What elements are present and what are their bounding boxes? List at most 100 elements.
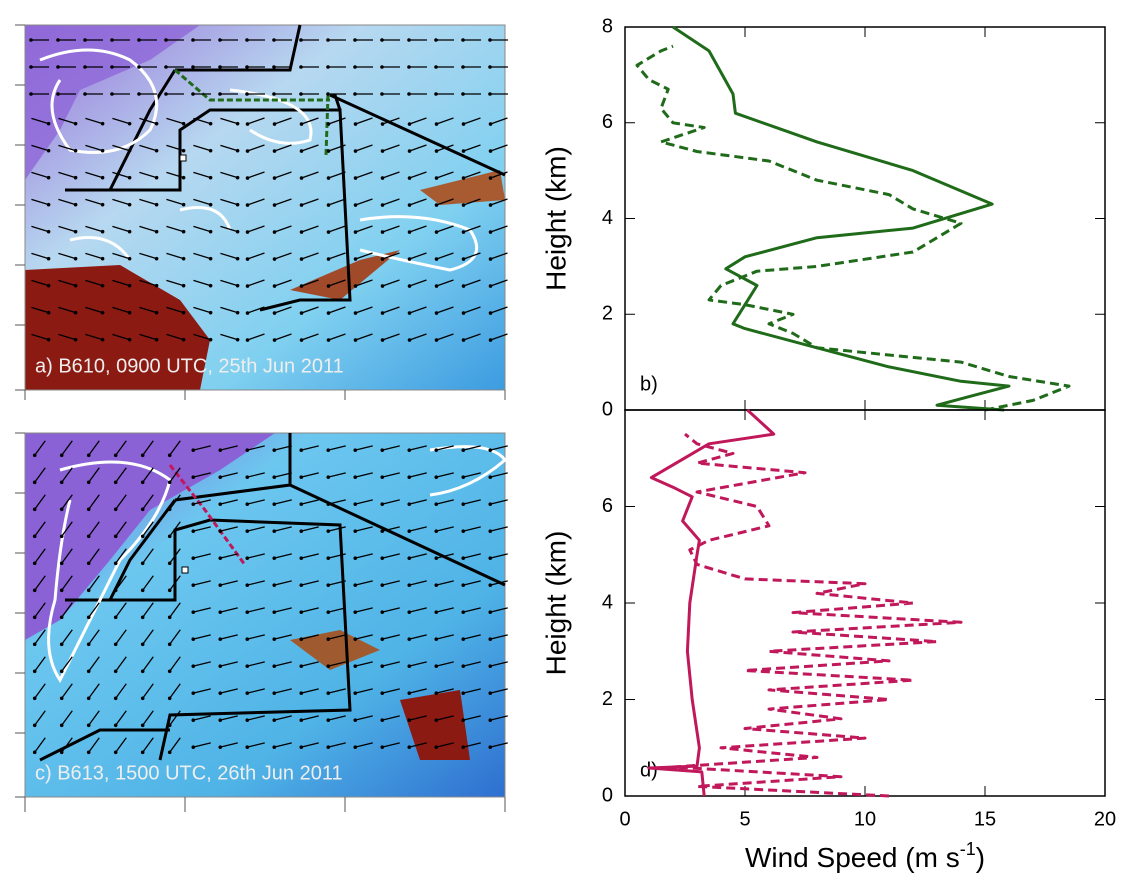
- wind-vector-head: [488, 556, 493, 560]
- wind-vector: [88, 710, 100, 726]
- wind-vector-head: [56, 38, 60, 42]
- wind-vector-head: [380, 448, 385, 452]
- wind-vector-head: [407, 718, 412, 722]
- wind-vector-head: [488, 745, 493, 749]
- wind-vector-head: [299, 475, 304, 479]
- wind-vector-head: [73, 148, 78, 153]
- wind-vector-head: [488, 38, 492, 42]
- wind-vector-head: [167, 534, 172, 539]
- wind-vector: [247, 553, 265, 559]
- wind-vector-head: [86, 588, 91, 593]
- wind-vector-head: [326, 311, 331, 315]
- wind-vector: [355, 526, 373, 532]
- wind-vector-head: [73, 256, 78, 261]
- wind-vector-head: [407, 38, 411, 42]
- wind-vector-head: [181, 337, 186, 342]
- wind-vector-head: [488, 257, 493, 261]
- wind-vector-head: [100, 337, 105, 342]
- wind-vector: [220, 472, 238, 478]
- wind-vector: [436, 742, 454, 748]
- wind-vector-head: [299, 338, 304, 342]
- wind-vector: [34, 656, 46, 672]
- wind-vector: [61, 440, 73, 456]
- wind-vector-head: [461, 230, 466, 234]
- wind-vector-head: [59, 534, 64, 539]
- wind-vector-head: [137, 38, 141, 42]
- profile-line: [672, 25, 1011, 412]
- wind-vector-head: [353, 637, 358, 641]
- wind-vector: [463, 742, 481, 748]
- wind-vector: [31, 333, 49, 341]
- wind-vector: [328, 742, 346, 748]
- wind-vector: [463, 279, 481, 287]
- wind-vector: [139, 252, 157, 260]
- wind-vector-head: [154, 337, 159, 342]
- wind-vector: [220, 580, 238, 586]
- wind-vector: [247, 117, 265, 125]
- x-axis-label-part: ): [976, 842, 985, 873]
- wind-vector-head: [235, 175, 240, 180]
- wind-vector: [139, 171, 157, 179]
- wind-vector-head: [299, 149, 304, 153]
- wind-vector: [328, 553, 346, 559]
- wind-vector-head: [86, 507, 91, 512]
- wind-vector-head: [353, 610, 358, 614]
- wind-vector-head: [434, 38, 438, 42]
- wind-vector: [115, 683, 127, 699]
- wind-vector: [490, 171, 508, 179]
- wind-vector-head: [272, 38, 276, 42]
- wind-vector: [61, 467, 73, 483]
- wind-vector-head: [113, 615, 118, 620]
- wind-vector: [436, 580, 454, 586]
- wind-vector: [58, 306, 76, 314]
- wind-vector-head: [29, 65, 33, 69]
- wind-vector-head: [353, 65, 357, 69]
- wind-vector-head: [167, 480, 172, 485]
- wind-vector: [301, 472, 319, 478]
- wind-vector-head: [86, 561, 91, 566]
- wind-vector: [409, 445, 427, 451]
- wind-vector: [247, 526, 265, 532]
- wind-vector-head: [326, 448, 331, 452]
- wind-vector-head: [140, 507, 145, 512]
- wind-vector-head: [191, 38, 195, 42]
- wind-vector-head: [326, 203, 331, 207]
- wind-vector: [463, 333, 481, 341]
- wind-vector: [382, 688, 400, 694]
- wind-vector: [382, 607, 400, 613]
- wind-vector-head: [407, 257, 412, 261]
- wind-vector-head: [380, 338, 385, 342]
- wind-vector-head: [32, 696, 37, 701]
- wind-vector: [382, 333, 400, 341]
- wind-vector-head: [127, 202, 132, 207]
- wind-vector: [85, 171, 103, 179]
- wind-vector-head: [29, 38, 33, 42]
- wind-vector: [382, 252, 400, 260]
- wind-vector: [301, 225, 319, 233]
- wind-vector-head: [235, 256, 240, 261]
- wind-vector: [115, 629, 127, 645]
- wind-vector-head: [380, 502, 385, 506]
- wind-vector: [112, 333, 130, 341]
- wind-vector: [193, 333, 211, 341]
- wind-vector-head: [299, 556, 304, 560]
- wind-vector-head: [434, 284, 439, 288]
- wind-vector-head: [167, 669, 172, 674]
- wind-vector: [301, 688, 319, 694]
- wind-vector-head: [245, 718, 250, 722]
- wind-vector: [247, 333, 265, 341]
- wind-vector-head: [218, 502, 223, 506]
- wind-vector-head: [59, 642, 64, 647]
- wind-vector-head: [191, 529, 196, 533]
- wind-vector-head: [434, 257, 439, 261]
- wind-vector-head: [181, 283, 186, 288]
- wind-vector: [463, 553, 481, 559]
- wind-vector-head: [140, 750, 145, 755]
- wind-vector: [274, 472, 292, 478]
- wind-vector-head: [353, 122, 358, 126]
- wind-vector-head: [110, 38, 114, 42]
- wind-vector: [112, 144, 130, 152]
- wind-vector-head: [488, 583, 493, 587]
- wind-vector-head: [461, 311, 466, 315]
- wind-vector-head: [461, 502, 466, 506]
